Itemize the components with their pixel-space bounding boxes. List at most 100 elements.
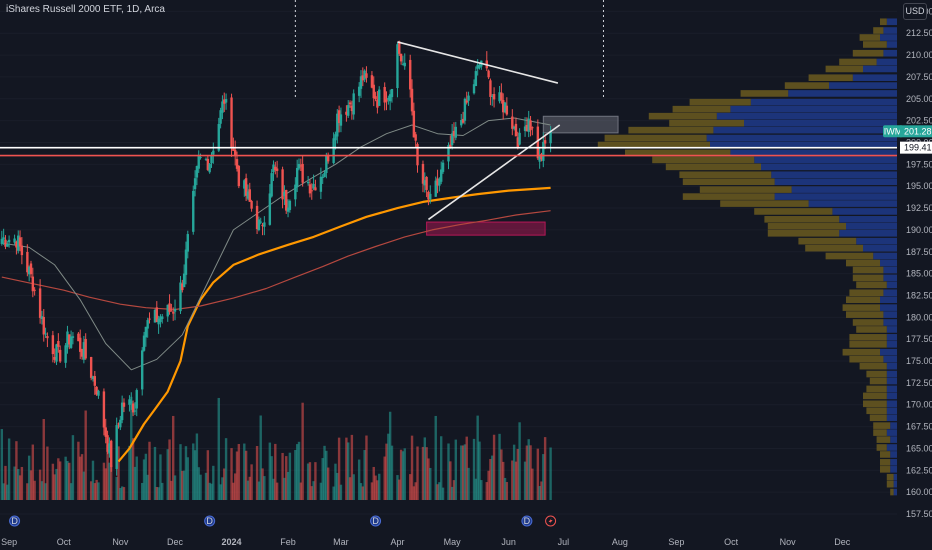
volume-bar xyxy=(301,402,304,500)
candle-body xyxy=(197,154,200,169)
volume-bar xyxy=(133,466,137,500)
candle-body xyxy=(299,165,303,167)
annotation-layer[interactable] xyxy=(0,0,900,221)
profile-bar-down xyxy=(863,41,887,48)
candle-body xyxy=(17,235,20,251)
candle-body xyxy=(514,123,518,137)
volume-bar xyxy=(363,450,366,500)
candle-body xyxy=(135,390,138,409)
dividend-label: D xyxy=(206,516,213,526)
profile-bar-down xyxy=(876,444,887,451)
candle-body xyxy=(66,331,69,348)
candle-body xyxy=(204,158,208,160)
volume-bar xyxy=(237,444,241,500)
profile-bar-up xyxy=(846,223,897,230)
candle-body xyxy=(120,402,124,421)
volume-bar xyxy=(325,450,328,500)
profile-bar-up xyxy=(744,119,897,127)
profile-bar-down xyxy=(767,230,840,237)
candle-body xyxy=(274,166,277,171)
profile-bar-up xyxy=(890,466,897,473)
volume-bar xyxy=(53,474,56,500)
profile-bar-up xyxy=(883,319,897,326)
volume-bar xyxy=(312,481,315,500)
candle-body xyxy=(361,75,365,81)
profile-bar-up xyxy=(832,208,897,215)
volume-bar xyxy=(288,452,292,500)
volume-bar xyxy=(46,446,49,500)
profile-bar-up xyxy=(886,334,897,341)
volume-bar xyxy=(210,483,213,500)
candle-body xyxy=(295,167,299,188)
candle-body xyxy=(104,427,107,437)
candle-body xyxy=(314,187,317,191)
volume-bar xyxy=(117,446,120,500)
volume-bar xyxy=(69,483,73,500)
candle-body xyxy=(182,273,186,288)
volume-bar xyxy=(232,482,235,500)
candle-body xyxy=(503,102,507,113)
volume-bar xyxy=(212,465,215,500)
time-tick-label: Apr xyxy=(390,537,404,547)
line-price-text: 199.41 xyxy=(904,143,932,153)
time-tick-label: Oct xyxy=(57,537,72,547)
volume-bar xyxy=(498,433,501,500)
volume-bars xyxy=(0,396,552,500)
volume-bar xyxy=(525,445,529,500)
candle-body xyxy=(376,99,379,108)
candle-body xyxy=(310,190,313,192)
volume-bar xyxy=(326,467,330,500)
candle-body xyxy=(79,337,82,352)
profile-bar-down xyxy=(682,178,775,186)
profile-bar-up xyxy=(886,281,897,289)
time-axis[interactable]: Sep Oct Nov Dec 2024 Feb Mar Apr May Jun Jul Aug Sep… xyxy=(1,537,851,547)
profile-bar-up xyxy=(886,407,897,415)
currency-button[interactable]: USD xyxy=(903,3,927,20)
volume-bar xyxy=(71,435,75,500)
candle-body xyxy=(27,266,31,275)
volume-bar xyxy=(89,481,93,500)
candle-body xyxy=(275,168,279,171)
volume-profile xyxy=(597,18,897,496)
volume-bar xyxy=(512,444,516,500)
profile-bar-up xyxy=(873,252,897,260)
volume-bar xyxy=(274,443,277,500)
candle-body xyxy=(352,93,355,115)
candle-body xyxy=(347,105,350,116)
volume-bar xyxy=(352,474,355,500)
candle-body xyxy=(527,118,530,132)
candle-body xyxy=(223,99,226,104)
dividend-icon xyxy=(204,515,216,527)
volume-bar xyxy=(257,481,261,500)
profile-bar-down xyxy=(852,274,884,282)
candle-body xyxy=(492,94,496,100)
candle-body xyxy=(212,150,215,155)
flash-bolt xyxy=(548,518,553,524)
volume-bar xyxy=(295,444,299,500)
volume-bar xyxy=(336,472,339,500)
line-price-badge xyxy=(900,141,932,154)
volume-bar xyxy=(230,448,233,500)
zone-rectangle xyxy=(542,115,619,134)
candle-body xyxy=(474,71,478,87)
profile-bar-down xyxy=(886,473,894,481)
candle-body xyxy=(131,403,135,413)
volume-bar xyxy=(299,482,303,500)
candle-body xyxy=(141,350,144,390)
candle-body xyxy=(523,126,527,131)
volume-bar xyxy=(383,456,386,500)
volume-bar xyxy=(120,486,124,500)
volume-bar xyxy=(131,438,135,500)
candle-body xyxy=(221,101,224,113)
profile-bar-up xyxy=(886,414,897,422)
volume-bar xyxy=(173,475,177,500)
volume-bar xyxy=(184,446,188,500)
candle-body xyxy=(206,158,210,170)
candle-body xyxy=(489,80,492,97)
profile-bar-down xyxy=(852,319,884,326)
volume-bar xyxy=(425,447,428,500)
price-axis[interactable]: 215.00212.50210.00207.50205.00202.50200.… xyxy=(897,0,932,550)
candle-body xyxy=(387,97,390,100)
